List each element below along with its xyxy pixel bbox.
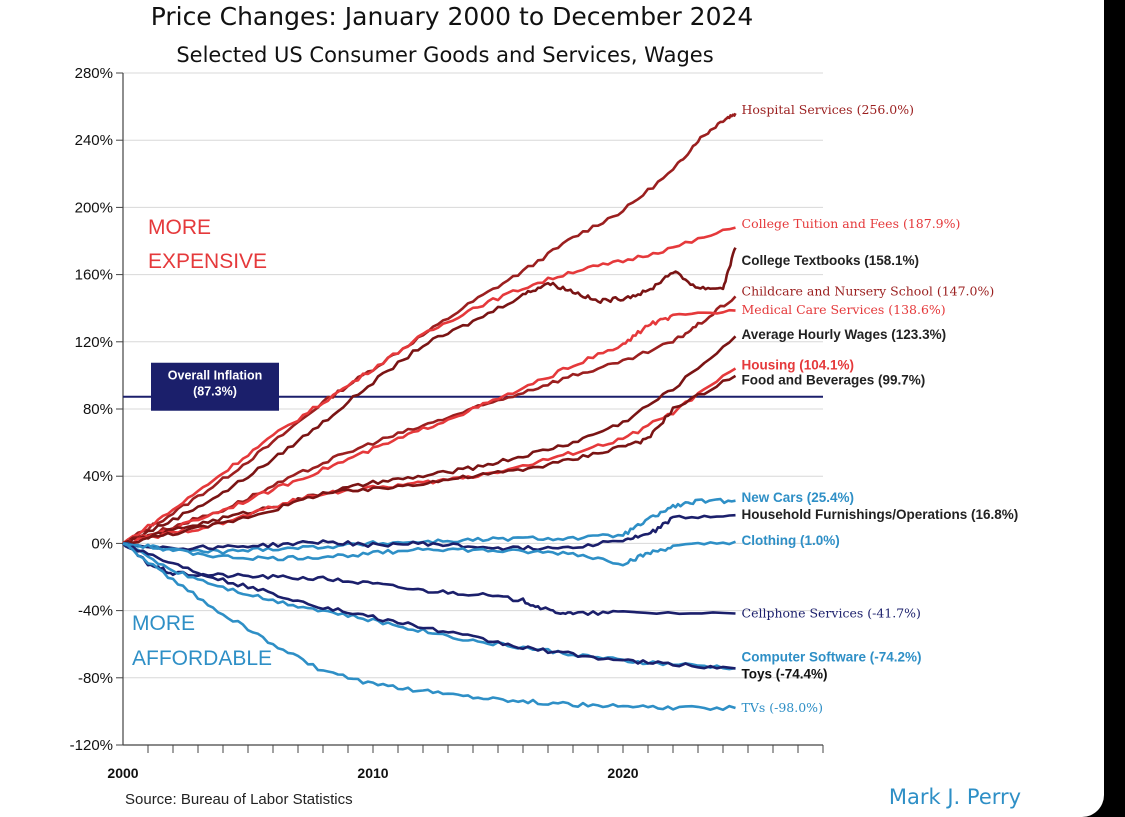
x-tick-label: 2010 bbox=[357, 765, 388, 781]
series-label: Toys (-74.4%) bbox=[742, 666, 828, 681]
series-line-food-and-beverages bbox=[122, 374, 737, 545]
series-line-college-textbooks bbox=[122, 247, 737, 545]
zone-affordable-line2: AFFORDABLE bbox=[132, 647, 272, 670]
series-line-hospital-services bbox=[122, 112, 737, 545]
series-label: Food and Beverages (99.7%) bbox=[742, 372, 926, 387]
series-line-clothing bbox=[122, 540, 736, 567]
overall-inflation-box bbox=[151, 362, 279, 411]
source-note: Source: Bureau of Labor Statistics bbox=[125, 791, 353, 808]
y-tick-label: 40% bbox=[83, 468, 113, 485]
series-line-medical-care-services bbox=[122, 308, 736, 545]
author-credit: Mark J. Perry bbox=[889, 785, 1021, 809]
series-label: Childcare and Nursery School (147.0%) bbox=[742, 283, 995, 298]
chart-title: Price Changes: January 2000 to December … bbox=[151, 2, 754, 31]
y-axis-ticks: 280% 240% 200% 160% 120% 80% 40% 0% -40% -80% -120… bbox=[70, 65, 123, 754]
series-label: Household Furnishings/Operations (16.8%) bbox=[742, 507, 1019, 522]
y-tick-label: -80% bbox=[78, 670, 113, 687]
zone-more-affordable: MORE AFFORDABLE bbox=[132, 612, 272, 670]
series-label: College Tuition and Fees (187.9%) bbox=[742, 216, 961, 231]
y-tick-label: 0% bbox=[91, 535, 113, 552]
series-label: Medical Care Services (138.6%) bbox=[742, 302, 946, 317]
series-label: Computer Software (-74.2%) bbox=[742, 650, 922, 665]
series-line-housing bbox=[122, 367, 737, 545]
y-tick-label: 240% bbox=[75, 132, 113, 149]
series-label: New Cars (25.4%) bbox=[742, 490, 855, 505]
series-label: TVs (-98.0%) bbox=[742, 700, 823, 715]
zone-more-expensive: MORE EXPENSIVE bbox=[148, 216, 267, 273]
y-tick-label: 120% bbox=[75, 334, 113, 351]
series-line-average-hourly-wages bbox=[122, 335, 737, 546]
y-tick-label: 80% bbox=[83, 401, 113, 418]
series-label: Clothing (1.0%) bbox=[742, 533, 840, 548]
y-tick-label: 200% bbox=[75, 199, 113, 216]
overall-inflation-label: Overall Inflation bbox=[168, 369, 262, 383]
series-labels: Hospital Services (256.0%) College Tuitio… bbox=[742, 102, 1019, 715]
x-tick-label: 2000 bbox=[107, 765, 138, 781]
x-tick-label: 2020 bbox=[607, 765, 638, 781]
series-line-college-tuition-and-fees bbox=[122, 226, 736, 545]
series-line-toys bbox=[122, 542, 736, 670]
series-label: College Textbooks (158.1%) bbox=[742, 253, 920, 268]
y-tick-label: 160% bbox=[75, 267, 113, 284]
overall-inflation-reference: Overall Inflation (87.3%) bbox=[123, 362, 823, 411]
zone-affordable-line1: MORE bbox=[132, 612, 195, 635]
series-lines bbox=[122, 112, 737, 712]
y-tick-label: 280% bbox=[75, 65, 113, 82]
series-label: Hospital Services (256.0%) bbox=[742, 102, 915, 117]
y-tick-label: -40% bbox=[78, 603, 113, 620]
y-tick-label: -120% bbox=[70, 737, 113, 754]
chart-subtitle: Selected US Consumer Goods and Services,… bbox=[176, 43, 713, 67]
zone-expensive-line2: EXPENSIVE bbox=[148, 250, 267, 273]
series-label: Housing (104.1%) bbox=[742, 357, 855, 372]
x-axis-ticks: 2000 2010 2020 bbox=[107, 745, 824, 781]
series-line-new-cars bbox=[123, 497, 736, 555]
series-label: Cellphone Services (-41.7%) bbox=[742, 605, 921, 620]
series-line-tvs bbox=[122, 542, 736, 712]
series-label: Average Hourly Wages (123.3%) bbox=[742, 327, 947, 342]
zone-expensive-line1: MORE bbox=[148, 216, 211, 239]
series-line-household-furnishings-operations bbox=[122, 513, 736, 552]
overall-inflation-value: (87.3%) bbox=[193, 385, 237, 399]
series-line-childcare-and-nursery-school bbox=[122, 295, 737, 545]
